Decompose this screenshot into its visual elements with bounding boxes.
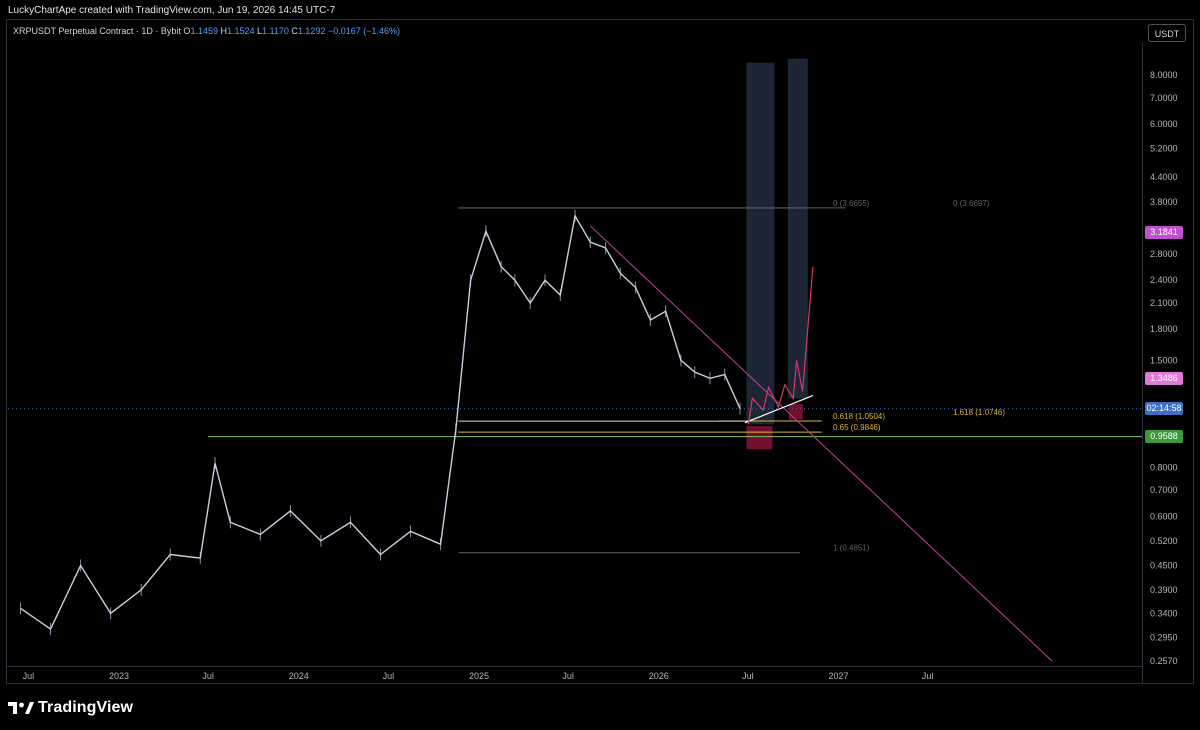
- price-tick-label: 2.8000: [1150, 249, 1178, 259]
- countdown-badge: 02:14:58: [1145, 402, 1183, 415]
- time-tick-label: 2024: [289, 671, 309, 681]
- price-tick-label: 0.2570: [1150, 656, 1178, 666]
- time-tick-label: 2025: [469, 671, 489, 681]
- price-tick-label: 1.8000: [1150, 324, 1178, 334]
- time-tick-label: Jul: [562, 671, 574, 681]
- time-tick-label: 2027: [828, 671, 848, 681]
- price-axis[interactable]: [1142, 42, 1195, 684]
- price-tick-label: 0.7000: [1150, 485, 1178, 495]
- red-zone-1: [746, 426, 773, 450]
- highlight-zone-1: [746, 62, 775, 425]
- time-tick-label: Jul: [383, 671, 395, 681]
- descending-trendline: [589, 225, 1053, 662]
- close-label: C: [291, 26, 298, 36]
- currency-button[interactable]: USDT: [1148, 24, 1186, 42]
- time-tick-label: Jul: [202, 671, 214, 681]
- price-badge-top: 3.1841: [1145, 226, 1183, 239]
- high-label: H: [220, 26, 227, 36]
- fib-level-label: 0.618 (1.0504): [833, 412, 885, 421]
- low-value: 1.1170: [262, 26, 289, 36]
- change-value: −0.0167 (−1.46%): [327, 26, 401, 36]
- price-badge-mid: 1.3486: [1145, 372, 1183, 385]
- time-tick-label: Jul: [742, 671, 754, 681]
- open-value: 1.1459: [190, 26, 218, 36]
- projection-path: [747, 266, 814, 425]
- fib-level-label: 1 (0.4851): [833, 544, 870, 553]
- highlight-zone-2: [787, 58, 808, 399]
- tradingview-brand[interactable]: TradingView: [8, 698, 133, 718]
- rising-trendline: [744, 394, 814, 424]
- fib-level-label: 0 (3.6655): [833, 199, 870, 208]
- tradingview-wordmark: TradingView: [38, 699, 134, 716]
- price-badge-green: 0.9588: [1145, 430, 1183, 443]
- price-line: [20, 213, 741, 631]
- price-tick-label: 0.3900: [1150, 585, 1178, 595]
- time-tick-label: 2023: [109, 671, 129, 681]
- price-tick-label: 4.4000: [1150, 172, 1178, 182]
- price-tick-label: 5.2000: [1150, 143, 1178, 153]
- time-tick-label: Jul: [922, 671, 934, 681]
- fib-level-label: 0.65 (0.9846): [833, 423, 881, 432]
- price-tick-label: 1.5000: [1150, 355, 1178, 365]
- red-zone-2: [788, 404, 803, 420]
- time-tick-label: 2026: [649, 671, 669, 681]
- time-tick-label: Jul: [23, 671, 35, 681]
- price-tick-label: 2.1000: [1150, 298, 1178, 308]
- fib-level-label: 1.618 (1.0746): [953, 408, 1005, 417]
- price-tick-label: 3.8000: [1150, 197, 1178, 207]
- low-label: L: [257, 26, 263, 36]
- attribution-text: LuckyChartApe created with TradingView.c…: [8, 5, 336, 16]
- fib-level-label: 0 (3.6697): [953, 199, 990, 208]
- price-tick-label: 6.0000: [1150, 119, 1178, 129]
- symbol-name[interactable]: XRPUSDT Perpetual Contract · 1D · Bybit: [13, 26, 181, 36]
- high-value: 1.1524: [226, 26, 255, 36]
- price-tick-label: 0.3400: [1150, 608, 1178, 618]
- price-tick-label: 0.8000: [1150, 462, 1178, 472]
- price-tick-label: 0.4500: [1150, 561, 1178, 571]
- price-tick-label: 0.5200: [1150, 536, 1178, 546]
- symbol-legend: XRPUSDT Perpetual Contract · 1D · Bybit …: [13, 26, 400, 36]
- close-value: 1.1292: [297, 26, 326, 36]
- tradingview-logo-icon: [8, 702, 34, 714]
- price-tick-label: 2.4000: [1150, 275, 1178, 285]
- time-axis[interactable]: [6, 666, 1142, 685]
- price-tick-label: 0.2950: [1150, 632, 1178, 642]
- open-label: O: [183, 26, 191, 36]
- chart-pane[interactable]: [6, 19, 1194, 684]
- price-tick-label: 0.6000: [1150, 511, 1178, 521]
- price-tick-label: 8.0000: [1150, 70, 1178, 80]
- price-tick-label: 7.0000: [1150, 93, 1178, 103]
